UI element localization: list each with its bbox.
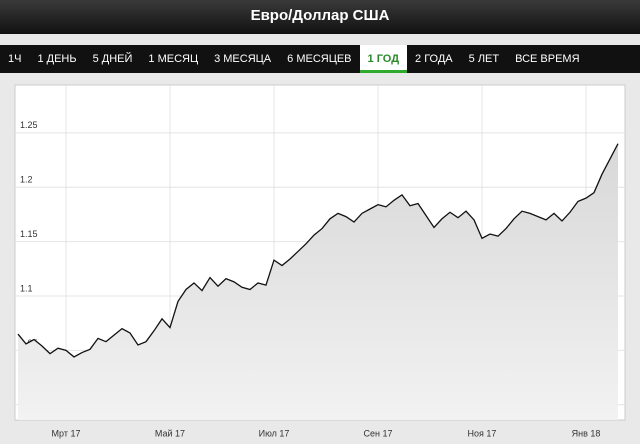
line	[17, 143, 619, 358]
x-tick-label: Сен 17	[364, 428, 393, 438]
y-tick-label: 1.25	[20, 120, 38, 130]
tab[interactable]: 2 ГОДА	[415, 53, 453, 65]
tab[interactable]: 5 ДНЕЙ	[92, 53, 133, 65]
x-tick-label: Янв 18	[572, 428, 601, 438]
x-tick-label: Ноя 17	[468, 428, 497, 438]
tab[interactable]: 1 ДЕНЬ	[37, 53, 77, 65]
tab[interactable]: 6 МЕСЯЦЕВ	[287, 53, 352, 65]
tab[interactable]: 5 ЛЕТ	[468, 53, 500, 65]
y-tick-label: 1.15	[20, 229, 38, 239]
x-tick-label: Июл 17	[259, 428, 290, 438]
tab-bar: 1Ч 1 ДЕНЬ 5 ДНЕЙ 1 МЕСЯЦ 3 МЕСЯЦА 6 МЕСЯЦЕВ 1 …	[0, 45, 640, 73]
y-tick-label: 1.1	[20, 283, 33, 293]
x-tick-label: Мрт 17	[52, 428, 81, 438]
tab[interactable]: 1Ч	[8, 53, 22, 65]
tab[interactable]: 3 МЕСЯЦА	[214, 53, 272, 65]
tab[interactable]: 1 ГОД	[359, 45, 408, 73]
tab[interactable]: ВСЕ ВРЕМЯ	[515, 53, 580, 65]
y-tick-label: 1.2	[20, 175, 33, 185]
tab[interactable]: 1 МЕСЯЦ	[148, 53, 199, 65]
x-tick-label: Май 17	[155, 428, 185, 438]
title-bar: Евро/Доллар США	[0, 0, 640, 34]
area	[18, 143, 618, 420]
